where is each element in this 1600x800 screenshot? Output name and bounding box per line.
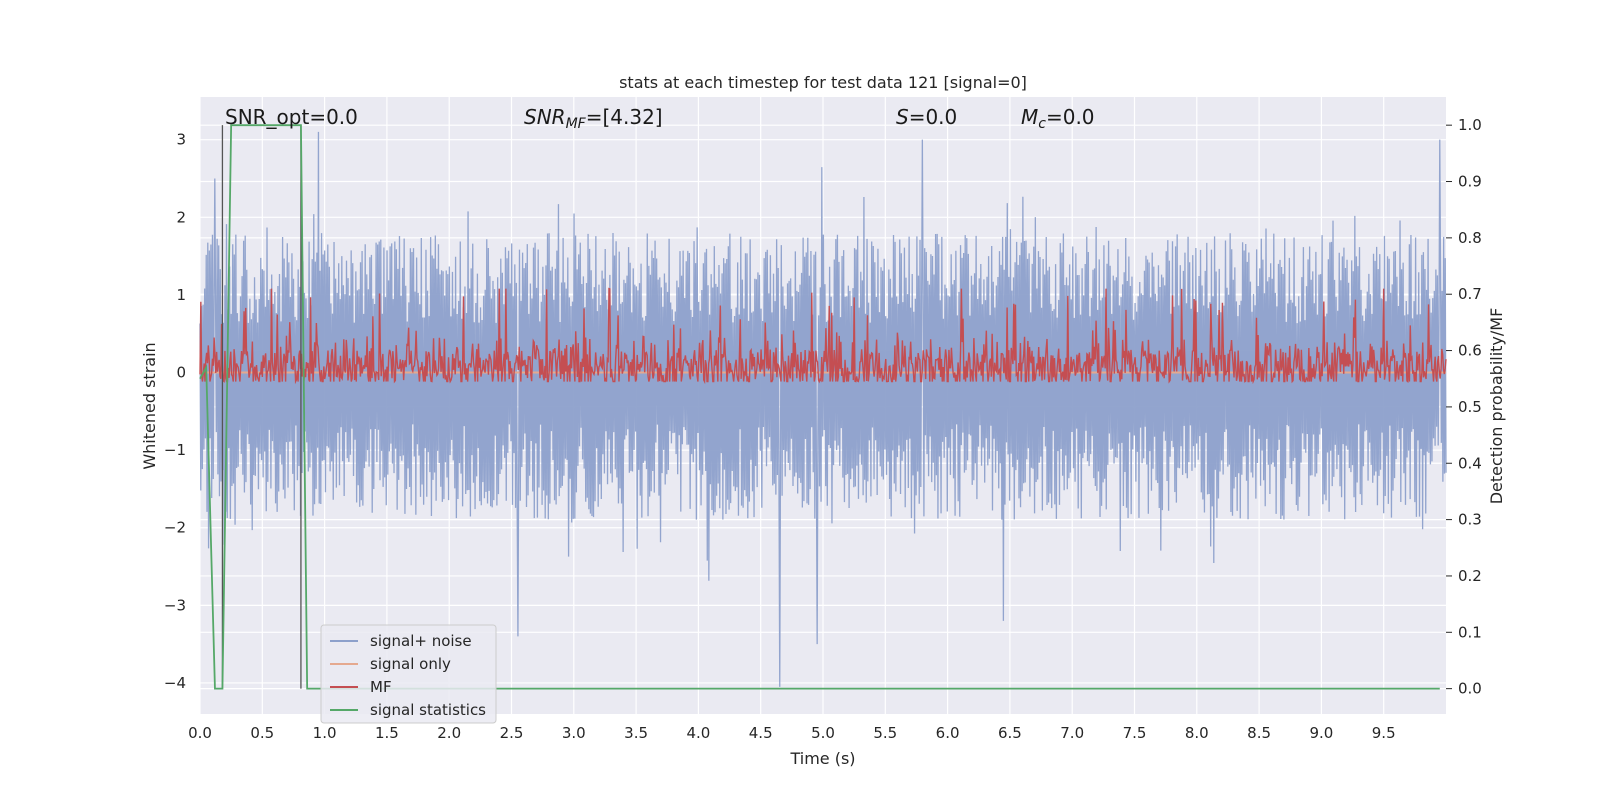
y-tick-label: −3 (164, 596, 186, 614)
snr-mf-base: SNR (524, 105, 566, 129)
x-tick-label: 5.5 (873, 724, 897, 742)
x-tick-label: 4.5 (749, 724, 773, 742)
y2-tick-label: 0.8 (1458, 229, 1482, 247)
x-tick-label: 6.5 (998, 724, 1022, 742)
y2-tick-label: 0.5 (1458, 398, 1482, 416)
y-tick-label: −1 (164, 441, 186, 459)
mc-value: =0.0 (1046, 105, 1095, 129)
legend-label-signal-only: signal only (370, 655, 451, 673)
snr-mf-annotation: SNRMF=[4.32] (524, 105, 663, 132)
y2-tick-label: 0.4 (1458, 454, 1482, 472)
s-annotation: S=0.0 (896, 105, 957, 129)
x-tick-label: 8.5 (1247, 724, 1271, 742)
y2-tick-label: 0.3 (1458, 511, 1482, 529)
x-axis-label: Time (s) (789, 749, 855, 768)
y2-ticks: 1.0 0.9 0.8 0.7 0.6 0.5 0.4 0.3 0.2 0.1 0.0 (1446, 116, 1482, 698)
y-ticks: 3 2 1 0 −1 −2 −3 −4 (164, 131, 186, 692)
y-tick-label: 0 (176, 364, 186, 382)
snr-mf-sub: MF (566, 116, 587, 132)
snr-opt-annotation: SNR_opt=0.0 (225, 105, 358, 129)
signal-statistics-series (199, 124, 1440, 690)
x-ticks: 0.0 0.5 1.0 1.5 2.0 2.5 3.0 3.5 4.0 4.5 5.0 5.5 6.0 6… (188, 724, 1396, 742)
mf-line (199, 287, 1447, 385)
mc-sub: c (1038, 116, 1046, 132)
x-tick-label: 6.0 (936, 724, 960, 742)
x-tick-label: 2.0 (437, 724, 461, 742)
vertical-markers (221, 125, 302, 689)
legend-box (320, 624, 497, 724)
y-tick-label: 2 (176, 208, 186, 226)
y2-tick-label: 0.7 (1458, 285, 1482, 303)
y-tick-label: 3 (176, 131, 186, 149)
x-tick-label: 2.5 (500, 724, 524, 742)
x-tick-label: 7.5 (1123, 724, 1147, 742)
x-tick-label: 9.0 (1309, 724, 1333, 742)
y2-tick-label: 1.0 (1458, 116, 1482, 134)
signal-noise-line (199, 131, 1447, 687)
x-tick-label: 4.0 (686, 724, 710, 742)
signal-statistics-line (199, 124, 1440, 690)
y-tick-label: −2 (164, 519, 186, 537)
signal-noise-series (199, 131, 1447, 687)
mf-series (199, 287, 1447, 385)
snr-mf-value: =[4.32] (586, 105, 663, 129)
mc-annotation: Mc=0.0 (1021, 105, 1095, 132)
mc-base: M (1021, 105, 1038, 129)
y2-tick-label: 0.0 (1458, 680, 1482, 698)
x-tick-label: 7.0 (1060, 724, 1084, 742)
chart-title: stats at each timestep for test data 121… (619, 73, 1027, 92)
x-tick-label: 3.0 (562, 724, 586, 742)
y-axis-label: Whitened strain (140, 342, 159, 469)
legend-label-signal-noise: signal+ noise (370, 632, 472, 650)
x-tick-label: 3.5 (624, 724, 648, 742)
y2-axis-label: Detection probability/MF (1487, 308, 1506, 505)
legend-label-signal-statistics: signal statistics (370, 701, 486, 719)
y2-tick-label: 0.2 (1458, 567, 1482, 585)
y2-tick-label: 0.9 (1458, 173, 1482, 191)
y-tick-label: 1 (176, 286, 186, 304)
s-value: =0.0 (909, 105, 958, 129)
y2-tick-label: 0.1 (1458, 623, 1482, 641)
x-tick-label: 1.5 (375, 724, 399, 742)
x-tick-label: 0.0 (188, 724, 212, 742)
x-tick-label: 1.0 (313, 724, 337, 742)
legend-label-mf: MF (370, 678, 392, 696)
x-tick-label: 0.5 (250, 724, 274, 742)
x-tick-label: 8.0 (1185, 724, 1209, 742)
y2-tick-label: 0.6 (1458, 342, 1482, 360)
legend: signal+ noise signal only MF signal stat… (320, 624, 497, 724)
x-tick-label: 5.0 (811, 724, 835, 742)
y-tick-label: −4 (164, 674, 186, 692)
s-base: S (896, 105, 909, 129)
x-tick-label: 9.5 (1372, 724, 1396, 742)
